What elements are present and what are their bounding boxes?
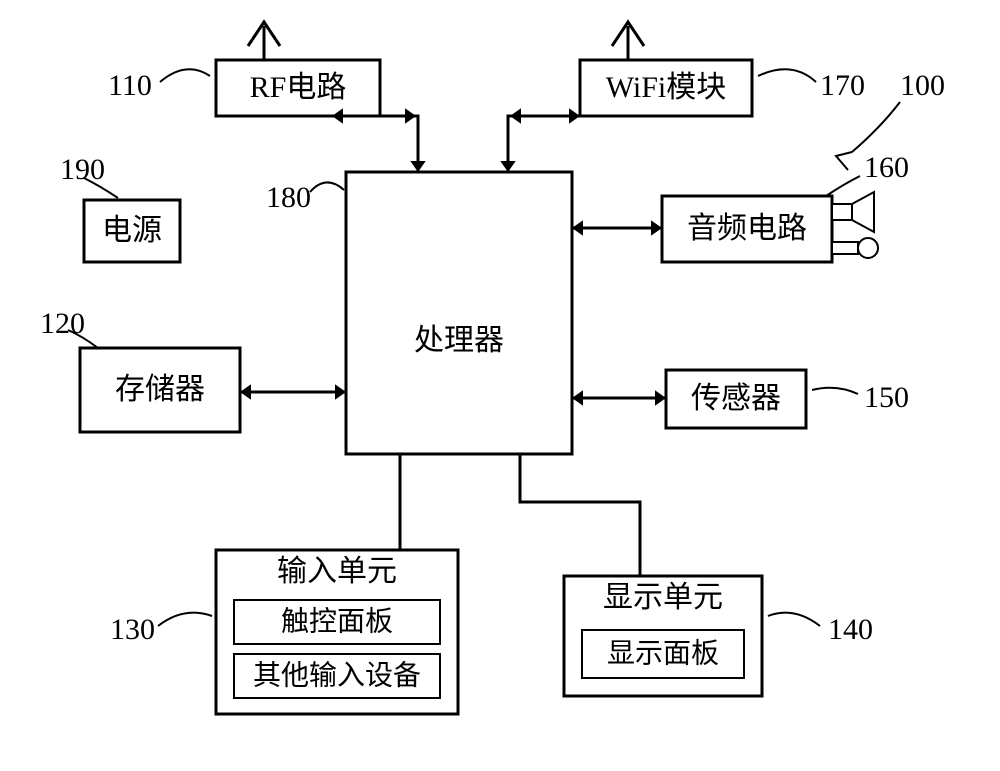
svg-text:音频电路: 音频电路 bbox=[687, 212, 807, 245]
svg-text:140: 140 bbox=[828, 613, 873, 646]
leader-160 bbox=[826, 176, 860, 196]
svg-text:其他输入设备: 其他输入设备 bbox=[253, 659, 421, 691]
svg-text:触控面板: 触控面板 bbox=[281, 605, 393, 637]
leader-170 bbox=[758, 69, 816, 82]
speaker-icon bbox=[832, 204, 852, 220]
leader-110 bbox=[160, 69, 210, 82]
svg-text:电源: 电源 bbox=[102, 214, 162, 247]
svg-text:显示面板: 显示面板 bbox=[607, 637, 719, 669]
proc-block bbox=[346, 172, 572, 454]
svg-text:传感器: 传感器 bbox=[691, 382, 781, 415]
leader-140 bbox=[768, 613, 820, 626]
leader-150 bbox=[812, 388, 858, 394]
svg-text:100: 100 bbox=[900, 69, 945, 102]
leader-180 bbox=[310, 182, 344, 192]
svg-text:170: 170 bbox=[820, 69, 865, 102]
leader-100 bbox=[852, 102, 900, 152]
svg-text:显示单元: 显示单元 bbox=[603, 581, 723, 614]
mic-icon bbox=[832, 242, 858, 254]
svg-text:RF电路: RF电路 bbox=[250, 71, 347, 104]
svg-text:输入单元: 输入单元 bbox=[277, 555, 397, 588]
arrow-wifi-proc bbox=[508, 116, 580, 172]
svg-text:处理器: 处理器 bbox=[414, 324, 504, 357]
svg-text:WiFi模块: WiFi模块 bbox=[606, 71, 726, 104]
svg-text:180: 180 bbox=[266, 181, 311, 214]
svg-text:存储器: 存储器 bbox=[115, 373, 205, 406]
arrow-proc-display bbox=[520, 454, 640, 576]
svg-text:130: 130 bbox=[110, 613, 155, 646]
svg-text:190: 190 bbox=[60, 153, 105, 186]
arrow-rf-proc bbox=[332, 116, 418, 172]
svg-text:110: 110 bbox=[108, 69, 152, 102]
svg-text:160: 160 bbox=[864, 151, 909, 184]
svg-text:150: 150 bbox=[864, 381, 909, 414]
leader-130 bbox=[158, 613, 212, 626]
